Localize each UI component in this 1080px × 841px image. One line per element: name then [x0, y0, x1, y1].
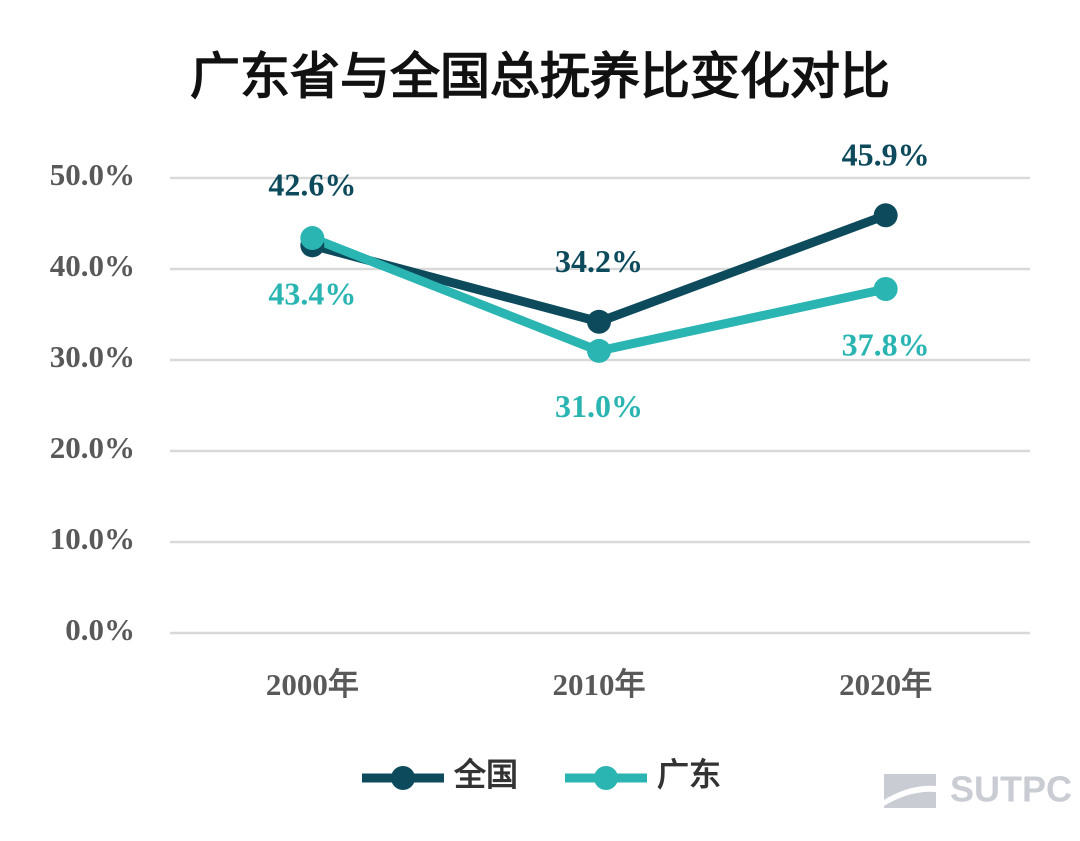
y-tick-label: 40.0% — [50, 248, 135, 283]
legend-label: 全国 — [453, 756, 518, 792]
point — [587, 309, 611, 334]
data-label: 43.4% — [268, 275, 356, 311]
y-tick-label: 20.0% — [50, 430, 135, 465]
x-tick-label: 2020年 — [839, 667, 932, 702]
chart-title: 广东省与全国总抚养比变化对比 — [190, 48, 890, 104]
x-tick-label: 2010年 — [553, 667, 646, 702]
data-label: 37.8% — [842, 326, 930, 362]
y-tick-label: 30.0% — [50, 339, 135, 374]
y-tick-label: 50.0% — [50, 157, 135, 192]
point — [587, 338, 611, 363]
x-tick-label: 2000年 — [266, 667, 359, 702]
data-label: 34.2% — [555, 243, 643, 279]
legend-label: 广东 — [657, 756, 721, 792]
data-label: 42.6% — [268, 167, 356, 203]
legend-marker — [391, 766, 415, 790]
logo-swoosh — [884, 785, 936, 806]
y-tick-label: 10.0% — [50, 521, 135, 556]
y-tick-label: 0.0% — [65, 612, 135, 647]
data-label: 31.0% — [555, 388, 643, 424]
point — [300, 226, 325, 251]
watermark-logo — [884, 774, 936, 808]
point — [873, 277, 898, 302]
watermark: SUTPC — [950, 769, 1072, 810]
data-label: 45.9% — [842, 137, 930, 173]
point — [873, 203, 898, 228]
legend-marker — [594, 766, 618, 790]
